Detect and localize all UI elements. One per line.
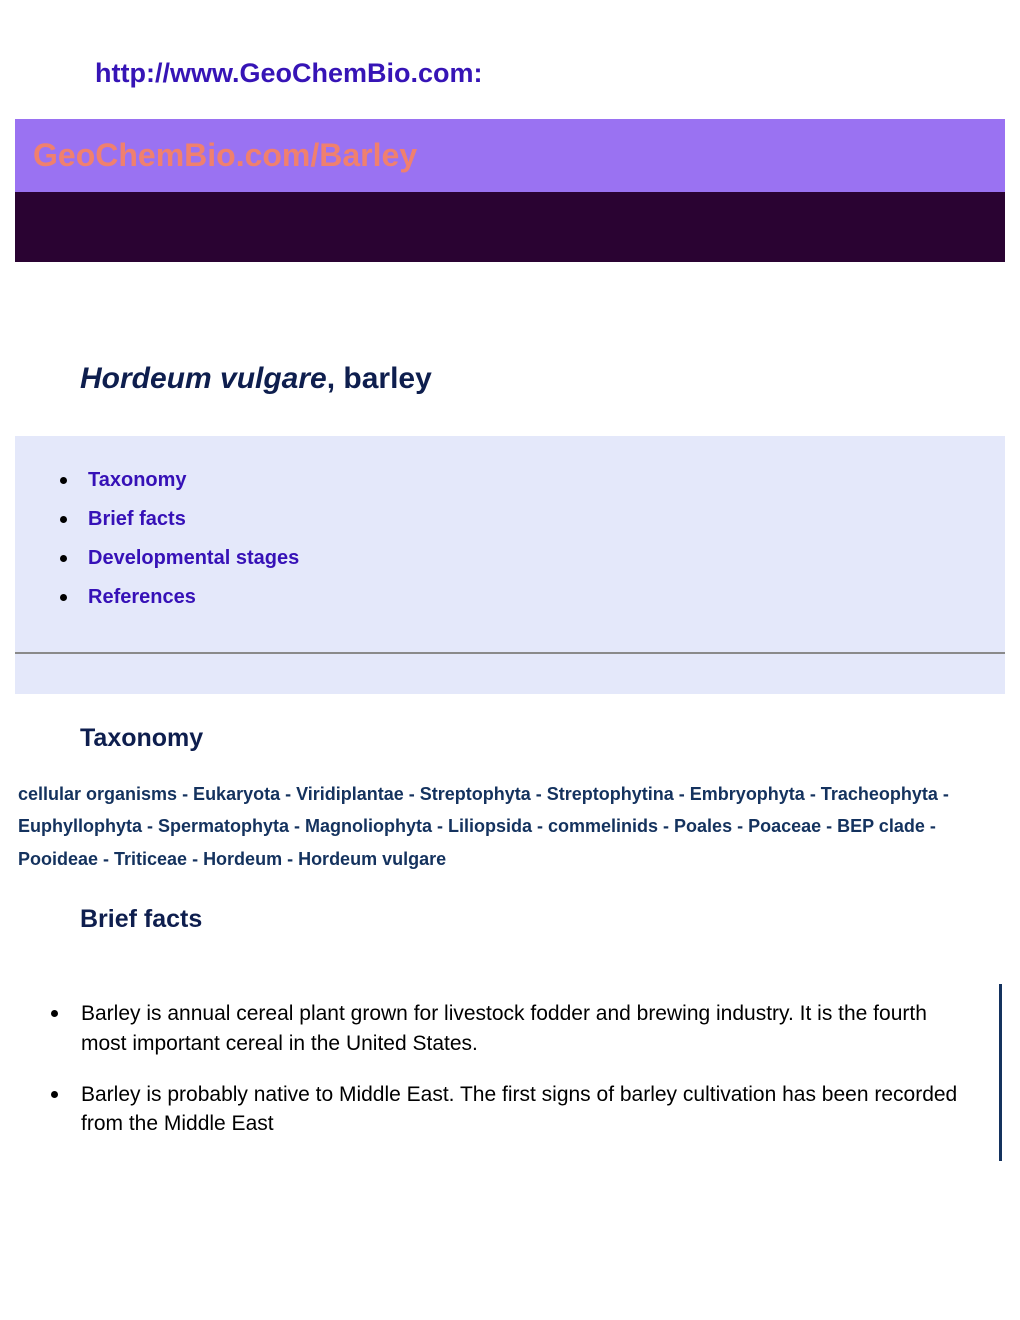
brief-facts-list: Barley is annual cereal plant grown for …: [18, 999, 969, 1161]
brief-fact-item: Barley is annual cereal plant grown for …: [51, 999, 969, 1080]
url-header: http://www.GeoChemBio.com:: [0, 0, 1020, 119]
nav-list: Taxonomy Brief facts Developmental stage…: [15, 461, 1005, 617]
nav-item-developmental-stages: Developmental stages: [60, 539, 1005, 578]
nav-item-brief-facts: Brief facts: [60, 500, 1005, 539]
nav-box: Taxonomy Brief facts Developmental stage…: [15, 436, 1005, 652]
banner-title: GeoChemBio.com/Barley: [33, 137, 417, 173]
nav-item-taxonomy: Taxonomy: [60, 461, 1005, 500]
banner: GeoChemBio.com/Barley: [15, 119, 1005, 262]
taxonomy-chain: cellular organisms - Eukaryota - Viridip…: [0, 778, 1020, 875]
banner-top: GeoChemBio.com/Barley: [15, 119, 1005, 192]
banner-bottom: [15, 192, 1005, 262]
brief-facts-heading: Brief facts: [0, 875, 1020, 959]
page-title-rest: , barley: [327, 362, 432, 395]
nav-link-references[interactable]: References: [88, 586, 196, 608]
nav-link-brief-facts[interactable]: Brief facts: [88, 508, 186, 530]
page-title-italic: Hordeum vulgare: [80, 362, 327, 395]
taxonomy-heading: Taxonomy: [0, 694, 1020, 778]
nav-item-references: References: [60, 578, 1005, 617]
content-box-strip: [15, 654, 1005, 694]
brief-facts-container: Barley is annual cereal plant grown for …: [18, 984, 1002, 1161]
brief-fact-item: Barley is probably native to Middle East…: [51, 1080, 969, 1161]
nav-link-taxonomy[interactable]: Taxonomy: [88, 469, 187, 491]
page-title: Hordeum vulgare, barley: [0, 262, 1020, 436]
nav-link-developmental-stages[interactable]: Developmental stages: [88, 547, 299, 569]
